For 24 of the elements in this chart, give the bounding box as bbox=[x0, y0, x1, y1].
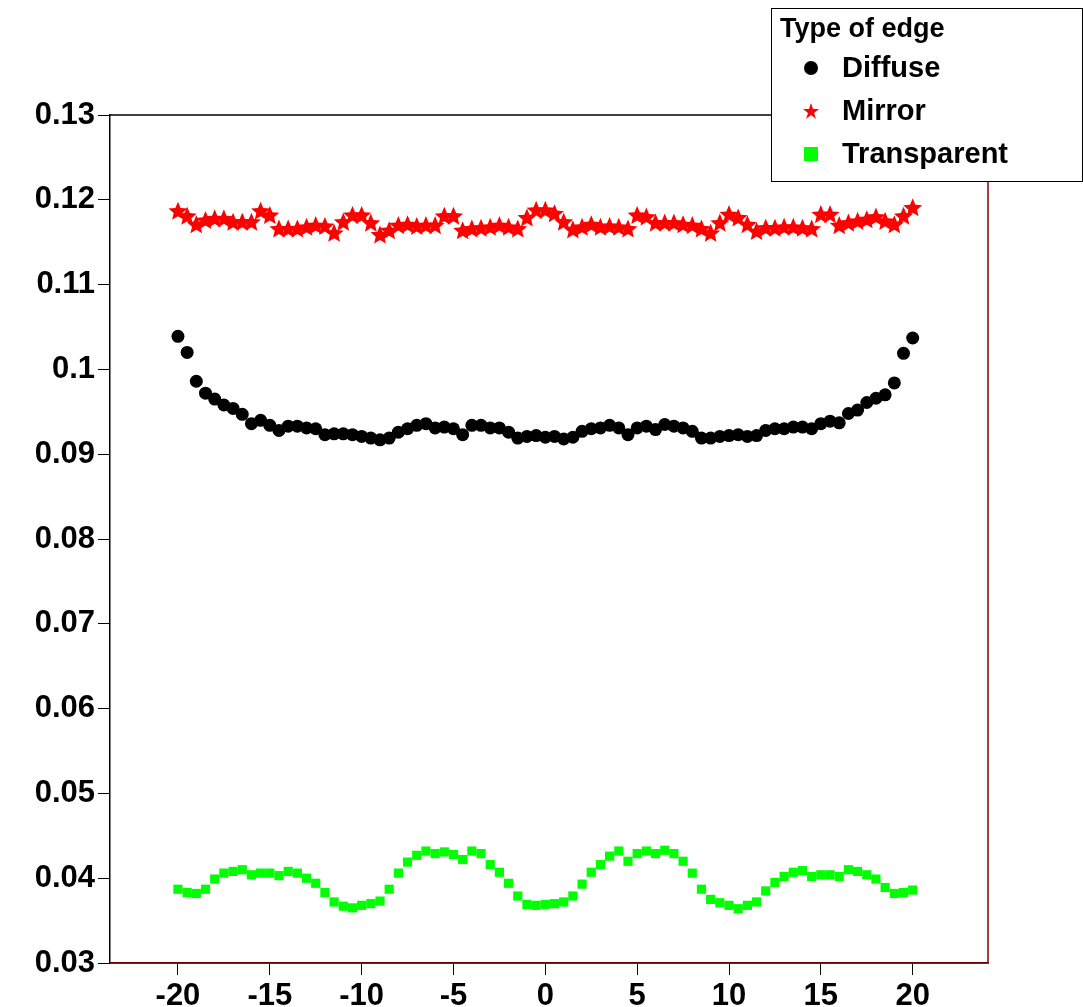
y-tick-label: 0.06 bbox=[34, 689, 95, 725]
y-tick-label: 0.05 bbox=[34, 773, 95, 809]
y-tick-label: 0.07 bbox=[34, 604, 95, 640]
x-tick-label: 0 bbox=[536, 977, 554, 1007]
y-tick-label: 0.11 bbox=[36, 265, 95, 301]
x-tick-label: 10 bbox=[711, 977, 747, 1007]
x-tick-label: -5 bbox=[439, 977, 468, 1007]
legend-label: Diffuse bbox=[842, 51, 941, 84]
y-tick-label: 0.03 bbox=[34, 943, 95, 979]
x-tick-label: -15 bbox=[247, 977, 293, 1007]
y-tick-label: 0.13 bbox=[34, 95, 95, 131]
x-tick-label: -10 bbox=[339, 977, 385, 1007]
y-tick-label: 0.04 bbox=[34, 858, 96, 894]
legend-label: Transparent bbox=[842, 137, 1008, 170]
x-tick-label: 20 bbox=[895, 977, 930, 1007]
y-tick-label: 0.08 bbox=[34, 519, 95, 555]
x-tick-label: -20 bbox=[155, 977, 201, 1007]
legend-title: Type of edge bbox=[780, 13, 946, 44]
x-tick-label: 15 bbox=[803, 977, 839, 1007]
y-tick-label: 0.09 bbox=[34, 434, 95, 470]
legend-label: Mirror bbox=[842, 94, 926, 127]
y-tick-label: 0.1 bbox=[51, 349, 95, 385]
y-tick-label: 0.12 bbox=[34, 180, 95, 216]
x-tick-label: 5 bbox=[628, 977, 646, 1007]
